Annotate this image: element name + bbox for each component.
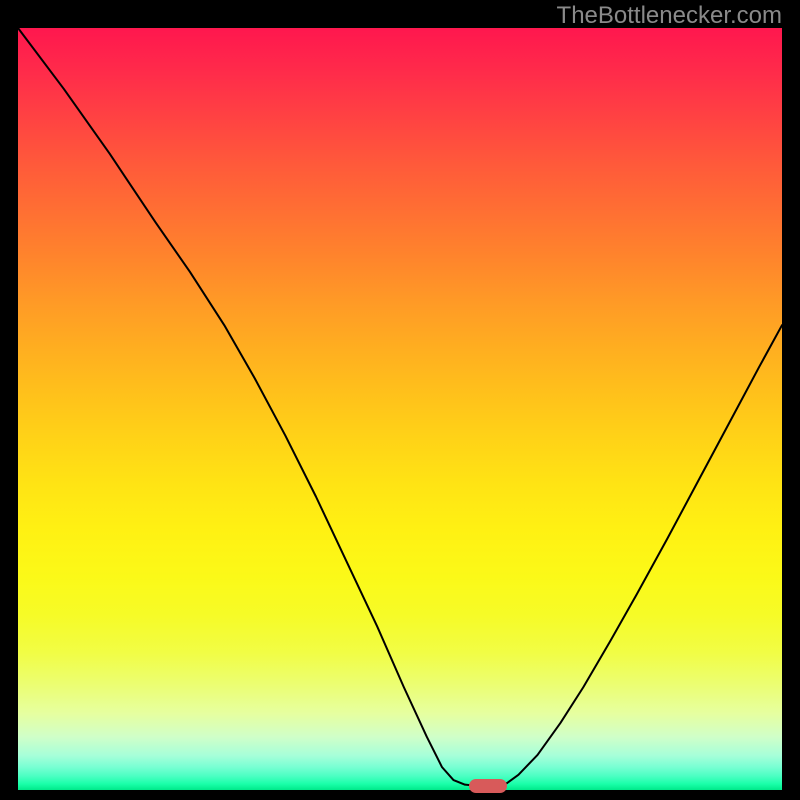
watermark-label: TheBottlenecker.com	[557, 2, 782, 30]
bottleneck-curve	[0, 0, 800, 800]
optimal-marker	[469, 779, 507, 793]
chart-frame: TheBottlenecker.com	[0, 0, 800, 800]
